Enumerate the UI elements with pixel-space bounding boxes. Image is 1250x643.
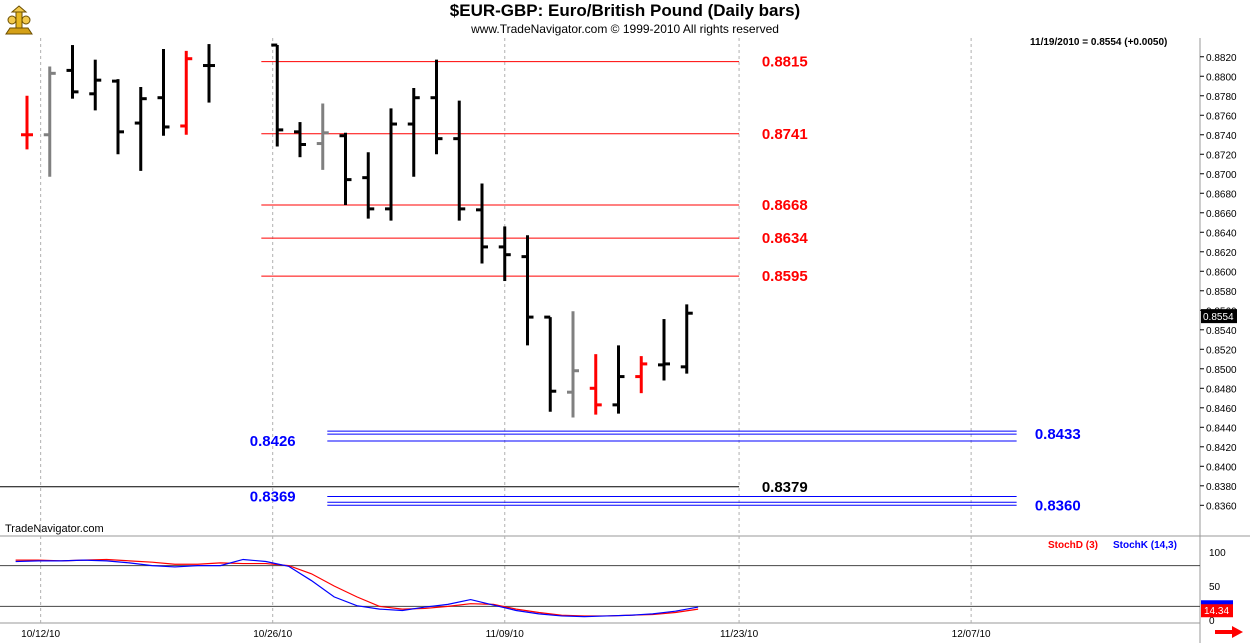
stoch-series-line (15, 558, 699, 618)
price-tick-label: 0.8480 (1206, 384, 1237, 395)
ohlc-bar (476, 183, 488, 264)
price-axis: 0.8820 0.8800 0.8780 0.8760 0.8740 0.8720 0.87… (1200, 53, 1237, 512)
price-tick-label: 0.8400 (1206, 462, 1237, 473)
date-axis: 10/12/10 10/26/10 11/09/10 11/23/10 12/07/10 (21, 629, 991, 640)
stoch-current-marker (1201, 603, 1233, 618)
price-level-label: 0.8815 (762, 54, 808, 71)
ohlc-bar (362, 152, 375, 219)
ohlc-bar (316, 103, 329, 170)
ohlc-bar (635, 356, 648, 394)
ohlc-bar (134, 86, 147, 171)
price-levels: 0.8815 0.8741 0.8668 0.8634 0.8595 0.8433 0.84… (0, 54, 1081, 514)
price-tick-label: 0.8420 (1206, 443, 1237, 454)
stoch-tick-label: 50 (1209, 582, 1221, 593)
price-level-label: 0.8369 (250, 489, 296, 506)
watermark-text: TradeNavigator.com (5, 523, 104, 535)
price-level-label: 0.8433 (1035, 426, 1081, 443)
ohlc-bars (21, 43, 693, 418)
price-level-label: 0.8668 (762, 197, 808, 214)
date-tick-label: 10/26/10 (253, 629, 292, 640)
ohlc-bar (180, 50, 193, 135)
copyright-text: www.TradeNavigator.com © 1999-2010 All r… (471, 22, 779, 36)
price-level-label: 0.8634 (762, 230, 809, 247)
ohlc-bar (66, 45, 79, 99)
ohlc-bar (271, 43, 284, 147)
current-price-marker (1201, 309, 1237, 324)
price-tick-label: 0.8500 (1206, 365, 1237, 376)
stochastic-panel: 100 50 0 StochD (3) StochK (14,3) 14.34 (0, 540, 1233, 627)
price-tick-label: 0.8660 (1206, 209, 1237, 220)
price-level-label: 0.8595 (762, 268, 808, 285)
ohlc-bar (521, 235, 534, 346)
price-tick-label: 0.8460 (1206, 404, 1237, 415)
ohlc-bar (112, 79, 124, 155)
price-tick-label: 0.8520 (1206, 345, 1237, 356)
price-tick-label: 0.8580 (1206, 287, 1237, 298)
stoch-current-marker-k (1201, 600, 1233, 605)
stoch-current-label: 14.34 (1204, 606, 1229, 617)
date-tick-label: 11/23/10 (720, 629, 759, 640)
ohlc-bar (385, 108, 397, 221)
price-level-label: 0.8741 (762, 126, 808, 143)
ohlc-bar (658, 319, 670, 381)
stoch-series-line (15, 558, 699, 617)
price-tick-label: 0.8440 (1206, 423, 1237, 434)
date-tick-label: 11/09/10 (486, 629, 525, 640)
ohlc-bar (89, 59, 102, 111)
ohlc-bar (589, 354, 602, 415)
ohlc-bar (407, 87, 420, 177)
price-tick-label: 0.8380 (1206, 482, 1237, 493)
price-tick-label: 0.8780 (1206, 92, 1237, 103)
ohlc-bar (294, 122, 306, 158)
ohlc-bar (453, 100, 466, 221)
ohlc-bar (544, 315, 557, 412)
price-level-label: 0.8379 (762, 479, 808, 496)
ohlc-bar (430, 59, 443, 155)
price-tick-label: 0.8640 (1206, 228, 1237, 239)
ohlc-bar (567, 311, 579, 418)
price-tick-label: 0.8700 (1206, 170, 1237, 181)
ohlc-bar (203, 44, 215, 103)
ohlc-bar (21, 95, 33, 150)
stoch-tick-label: 100 (1209, 548, 1226, 559)
date-tick-label: 12/07/10 (952, 629, 991, 640)
price-tick-label: 0.8540 (1206, 326, 1237, 337)
price-level-label: 0.8426 (250, 433, 296, 450)
price-tick-label: 0.8360 (1206, 501, 1237, 512)
tradenavigator-logo-icon[interactable] (2, 4, 36, 36)
last-value-readout: 11/19/2010 = 0.8554 (+0.0050) (1030, 37, 1168, 48)
ohlc-bar (612, 345, 625, 414)
current-price-label: 0.8554 (1203, 312, 1234, 323)
price-tick-label: 0.8800 (1206, 72, 1237, 83)
price-tick-label: 0.8600 (1206, 267, 1237, 278)
ohlc-bar (680, 304, 693, 374)
chart-title: $EUR-GBP: Euro/British Pound (Daily bars… (449, 1, 801, 20)
price-tick-label: 0.8620 (1206, 248, 1237, 259)
price-level-label: 0.8360 (1035, 497, 1081, 514)
grid (40, 38, 972, 623)
price-tick-label: 0.8740 (1206, 131, 1237, 142)
date-tick-label: 10/12/10 (21, 629, 60, 640)
stoch-tick-label: 0 (1209, 616, 1215, 627)
stoch-legend-item: StochK (14,3) (1113, 540, 1177, 551)
price-tick-label: 0.8680 (1206, 189, 1237, 200)
ohlc-bar (498, 226, 511, 282)
ohlc-bar (339, 132, 352, 205)
price-tick-label: 0.8760 (1206, 111, 1237, 122)
ohlc-bar (157, 48, 170, 136)
price-tick-label: 0.8820 (1206, 53, 1237, 64)
stoch-legend-item: StochD (3) (1048, 540, 1098, 551)
scroll-forward-arrow-icon[interactable] (1214, 625, 1244, 639)
price-tick-label: 0.8720 (1206, 150, 1237, 161)
ohlc-bar (43, 66, 56, 177)
